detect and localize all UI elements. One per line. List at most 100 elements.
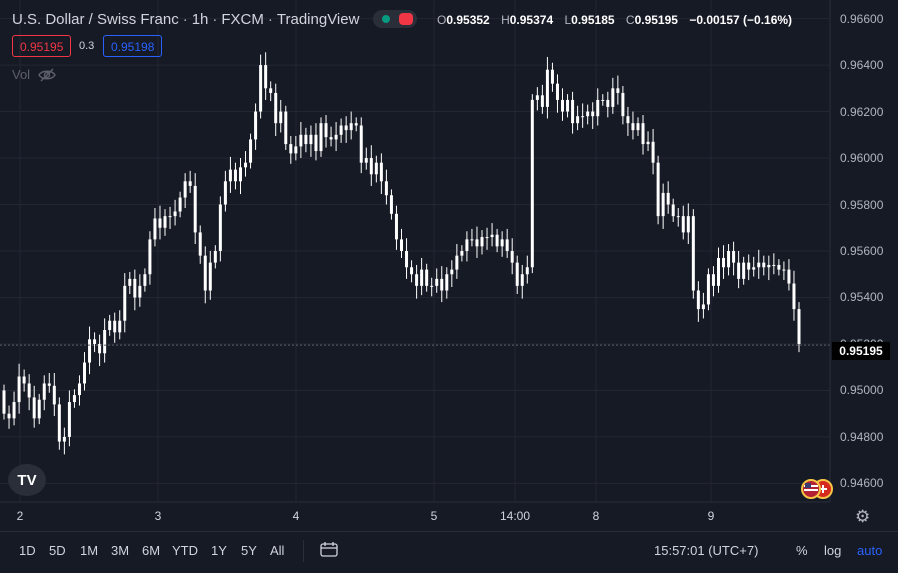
range-button-6m[interactable]: 6M — [142, 543, 161, 558]
candle — [727, 244, 731, 276]
candle-body — [681, 216, 685, 233]
candle — [98, 334, 102, 367]
candle-body — [772, 264, 776, 266]
range-button-5y[interactable]: 5Y — [241, 543, 257, 558]
candle — [389, 189, 393, 220]
candle-body — [108, 320, 112, 331]
market-status[interactable] — [373, 10, 418, 28]
candle — [706, 268, 710, 311]
candle — [364, 147, 368, 170]
range-button-3m[interactable]: 3M — [111, 543, 130, 558]
candle-body — [339, 125, 343, 135]
candle — [178, 191, 182, 218]
candle-body — [706, 274, 710, 305]
range-button-1y[interactable]: 1Y — [211, 543, 227, 558]
volume-legend: Vol — [12, 67, 56, 82]
range-button-5d[interactable]: 5D — [49, 543, 66, 558]
candle-body — [324, 123, 328, 138]
time-tick-label: 5 — [430, 509, 438, 523]
candle — [465, 231, 469, 262]
candle-body — [742, 262, 746, 279]
candle — [47, 373, 51, 393]
candle — [193, 173, 197, 245]
candle-body — [284, 111, 288, 145]
candle — [133, 269, 137, 311]
range-button-1d[interactable]: 1D — [19, 543, 36, 558]
auto-button[interactable]: auto — [857, 543, 883, 558]
price-tick-label: 0.94800 — [840, 429, 884, 444]
interval-label[interactable]: 1h — [191, 10, 209, 28]
candle — [294, 135, 298, 161]
candle-body — [384, 181, 388, 196]
gear-icon[interactable]: ⚙ — [855, 507, 871, 526]
candle — [510, 238, 514, 275]
time-tick-label: 9 — [707, 509, 715, 523]
low-label: L — [564, 13, 572, 27]
price-tick-label: 0.95400 — [840, 290, 884, 305]
candle — [515, 255, 519, 294]
candle — [354, 117, 358, 132]
candle-body — [711, 274, 715, 286]
range-button-all[interactable]: All — [270, 543, 285, 558]
candle — [676, 208, 680, 227]
candle-body — [249, 139, 253, 163]
buy-button[interactable]: 0.95198 — [103, 35, 163, 57]
candle — [566, 94, 570, 118]
tradingview-logo-icon[interactable]: TV — [8, 464, 46, 496]
candle-body — [646, 141, 650, 145]
eye-hidden-icon[interactable] — [38, 68, 56, 82]
candle — [304, 127, 308, 153]
candle-body — [611, 88, 615, 107]
candle-body — [555, 83, 559, 100]
candle — [123, 273, 127, 333]
candle — [37, 393, 41, 425]
percent-button[interactable]: % — [796, 543, 808, 558]
candle-body — [716, 257, 720, 286]
candle-body — [561, 99, 565, 112]
candle-body — [757, 262, 761, 268]
candle — [435, 268, 439, 293]
candle — [691, 209, 695, 299]
candle-body — [334, 134, 338, 140]
candle-body — [782, 269, 786, 271]
candle-body — [415, 274, 419, 286]
candle — [475, 226, 479, 258]
candle — [254, 103, 258, 150]
candle — [711, 266, 715, 297]
candle — [656, 155, 660, 225]
candle-body — [62, 436, 66, 442]
candle — [379, 153, 383, 195]
candle — [420, 257, 424, 296]
candle-body — [691, 216, 695, 291]
candle-body — [359, 125, 363, 163]
candle — [641, 115, 645, 155]
candle — [757, 249, 761, 279]
candle — [12, 391, 16, 426]
sell-button[interactable]: 0.95195 — [12, 35, 72, 57]
symbol-title[interactable]: U.S. Dollar / Swiss Franc — [12, 10, 179, 28]
candle — [646, 131, 650, 152]
candle-body — [440, 278, 444, 291]
candle-body — [571, 99, 575, 124]
candle-body — [671, 204, 675, 217]
candle-body — [656, 162, 660, 217]
range-button-ytd[interactable]: YTD — [172, 543, 198, 558]
candle — [505, 228, 509, 258]
price-tick-label: 0.94600 — [840, 476, 884, 491]
candle-body — [792, 283, 796, 310]
range-button-1m[interactable]: 1M — [80, 543, 99, 558]
candle — [67, 390, 71, 447]
candle-body — [173, 211, 177, 217]
candle-body — [223, 181, 227, 205]
spread-value: 0.3 — [79, 40, 95, 52]
log-button[interactable]: log — [824, 543, 842, 558]
candle — [309, 125, 313, 157]
candle — [742, 256, 746, 285]
clock-timezone[interactable]: 15:57:01 (UTC+7) — [654, 543, 759, 558]
candles — [2, 52, 801, 455]
candle-body — [495, 234, 499, 247]
candle-body — [269, 88, 273, 93]
go-to-date-icon[interactable] — [320, 542, 338, 558]
candle — [445, 267, 449, 299]
